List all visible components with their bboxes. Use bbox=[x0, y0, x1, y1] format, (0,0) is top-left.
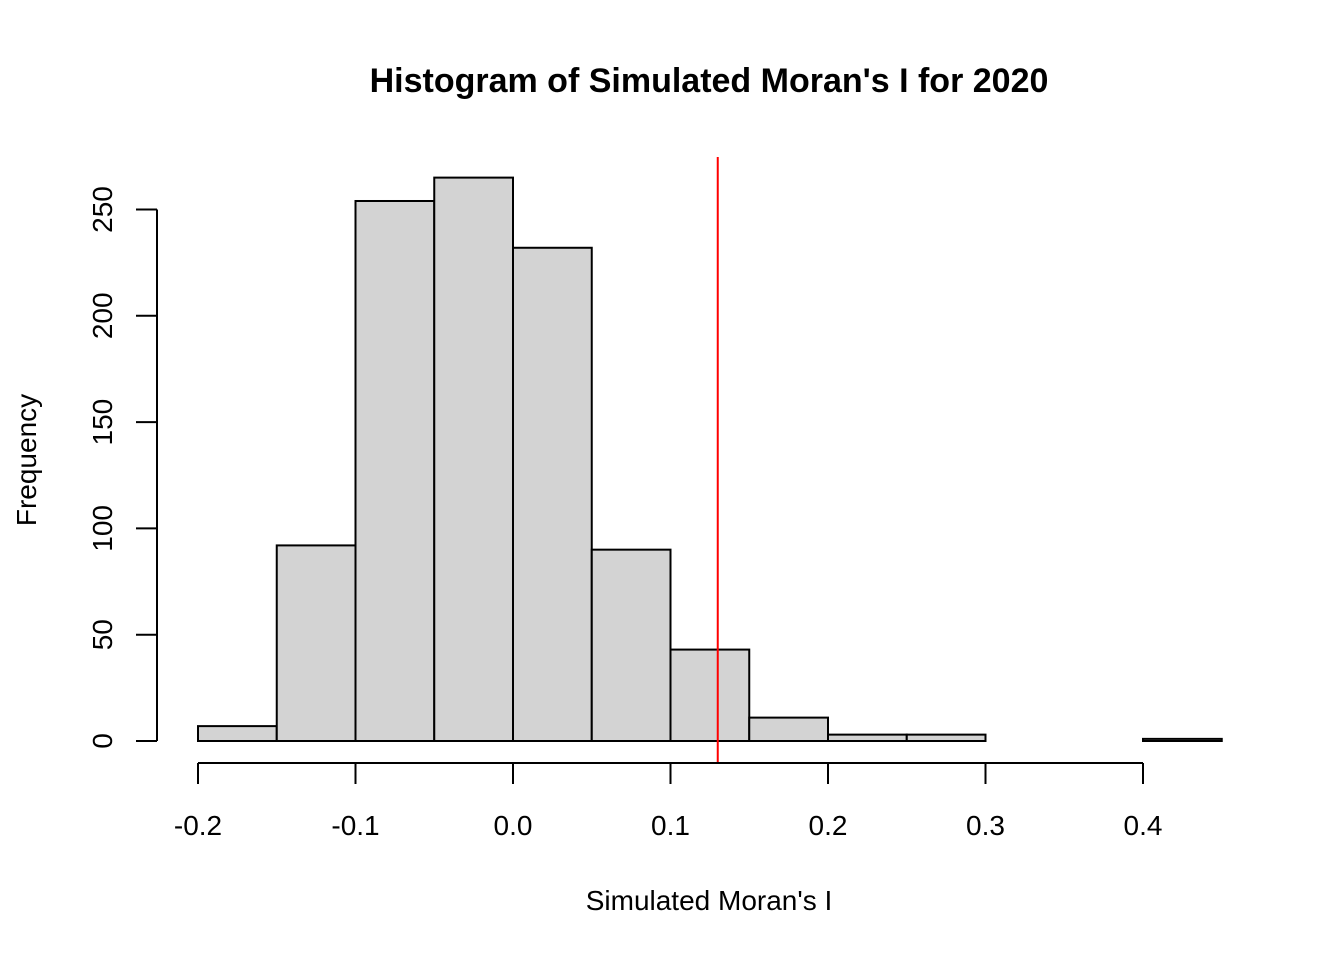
histogram-bar bbox=[748, 716, 829, 743]
x-axis: -0.2 -0.1 0.0 0.1 0.2 0.3 0.4 bbox=[174, 762, 1163, 841]
y-axis-label: Frequency bbox=[11, 394, 42, 526]
histogram-bar bbox=[669, 648, 751, 742]
x-axis-label: Simulated Moran's I bbox=[586, 885, 833, 916]
y-tick-label: 0 bbox=[87, 733, 118, 749]
histogram-bar bbox=[1142, 737, 1223, 743]
y-tick-label: 100 bbox=[87, 505, 118, 552]
x-tick-label: 0.3 bbox=[966, 810, 1005, 841]
chart-title: Histogram of Simulated Moran's I for 202… bbox=[370, 62, 1049, 100]
histogram-bar bbox=[827, 733, 908, 743]
x-tick-label: 0.1 bbox=[651, 810, 690, 841]
histogram-bar bbox=[512, 246, 593, 742]
histogram-bar bbox=[433, 176, 514, 743]
histogram-bar bbox=[197, 725, 278, 742]
histogram-bar bbox=[275, 544, 357, 743]
x-tick-label: -0.2 bbox=[174, 810, 222, 841]
x-tick-label: 0.0 bbox=[494, 810, 533, 841]
histogram-bar bbox=[905, 733, 987, 743]
x-tick-label: 0.2 bbox=[809, 810, 848, 841]
histogram-bar bbox=[354, 199, 436, 743]
y-tick-label: 50 bbox=[87, 619, 118, 650]
x-tick-label: 0.4 bbox=[1124, 810, 1163, 841]
x-tick-label: -0.1 bbox=[331, 810, 379, 841]
y-tick-label: 250 bbox=[87, 186, 118, 233]
y-axis: 0 50 100 150 200 250 bbox=[87, 186, 158, 749]
bars-group bbox=[197, 176, 1223, 743]
y-tick-label: 200 bbox=[87, 292, 118, 339]
histogram-bar bbox=[590, 548, 672, 742]
y-tick-label: 150 bbox=[87, 399, 118, 446]
